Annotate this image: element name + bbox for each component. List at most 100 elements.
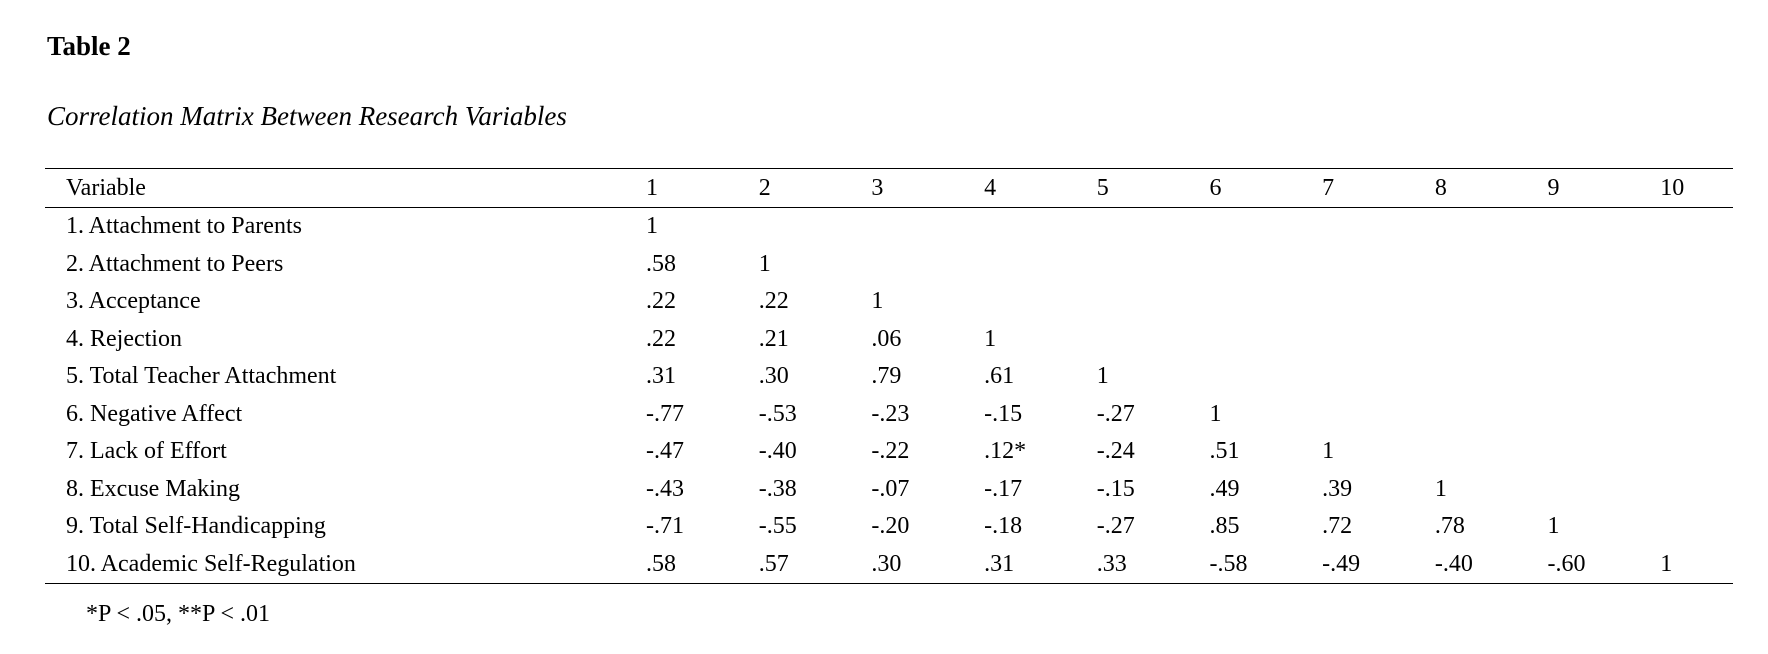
variable-label: 9. Total Self-Handicapping: [66, 513, 326, 540]
correlation-value: [944, 283, 1057, 321]
header-row: Variable 1 2 3 4 5 6 7 8 9 10: [45, 168, 1733, 208]
correlation-value: [1620, 283, 1733, 321]
correlation-value: [1620, 208, 1733, 246]
table-title: Correlation Matrix Between Research Vari…: [47, 101, 567, 131]
correlation-value: [1169, 321, 1282, 359]
correlation-value: [1508, 283, 1621, 321]
correlation-value: [1282, 246, 1395, 284]
correlation-value: [1508, 471, 1621, 509]
correlation-value: 1: [1322, 438, 1335, 465]
correlation-value: .30: [871, 550, 902, 577]
correlation-value: [1282, 283, 1395, 321]
correlation-value: -.15: [984, 400, 1023, 427]
correlation-value: [1395, 246, 1508, 284]
variable-label: 6. Negative Affect: [66, 400, 243, 427]
table-row: 2. Attachment to Peers .58 1: [45, 246, 1733, 284]
column-header-10: 10: [1660, 174, 1685, 201]
correlation-value: .57: [758, 550, 789, 577]
correlation-value: [831, 246, 944, 284]
correlation-value: -.23: [871, 400, 910, 427]
column-header-5: 5: [1096, 174, 1109, 201]
correlation-value: -.15: [1096, 475, 1135, 502]
correlation-value: -.20: [871, 513, 910, 540]
table-row: 1. Attachment to Parents 1: [45, 208, 1733, 246]
correlation-value: [1282, 321, 1395, 359]
table-number: Table 2: [47, 31, 131, 61]
correlation-matrix-table: Variable 1 2 3 4 5 6 7 8 9 10 1. Attachment to Pa…: [45, 168, 1733, 584]
correlation-value: -.17: [984, 475, 1023, 502]
correlation-value: .33: [1096, 550, 1127, 577]
correlation-value: -.18: [984, 513, 1023, 540]
correlation-value: [1620, 433, 1733, 471]
table-row: 3. Acceptance .22 .22 1: [45, 283, 1733, 321]
column-header-6: 6: [1209, 174, 1222, 201]
correlation-value: [1508, 246, 1621, 284]
correlation-value: -.53: [758, 400, 797, 427]
correlation-value: -.07: [871, 475, 910, 502]
column-header-2: 2: [758, 174, 771, 201]
table-row: 7. Lack of Effort -.47 -.40 -.22 .12* -.24 .51…: [45, 433, 1733, 471]
table-row: 9. Total Self-Handicapping -.71 -.55 -.20 -.…: [45, 508, 1733, 546]
correlation-value: 1: [758, 250, 771, 277]
correlation-value: 1: [646, 213, 659, 240]
table-note: *P < .05, **P < .01: [86, 601, 270, 627]
correlation-value: [1395, 358, 1508, 396]
correlation-value: -.49: [1322, 550, 1361, 577]
correlation-value: [1620, 321, 1733, 359]
correlation-value: .30: [758, 363, 789, 390]
correlation-value: 1: [1209, 400, 1222, 427]
correlation-value: -.58: [1209, 550, 1248, 577]
correlation-value: [1508, 321, 1621, 359]
variable-label: 3. Acceptance: [66, 288, 201, 315]
correlation-value: -.40: [758, 438, 797, 465]
correlation-value: [831, 208, 944, 246]
correlation-value: [1508, 208, 1621, 246]
table-row: 4. Rejection .22 .21 .06 1: [45, 321, 1733, 359]
correlation-value: [1395, 396, 1508, 434]
correlation-value: [1395, 433, 1508, 471]
table-header: Variable 1 2 3 4 5 6 7 8 9 10: [45, 168, 1733, 208]
column-header-8: 8: [1434, 174, 1447, 201]
correlation-value: [719, 208, 832, 246]
correlation-value: -.55: [758, 513, 797, 540]
table-row: 10. Academic Self-Regulation .58 .57 .30 .31…: [45, 546, 1733, 584]
correlation-value: [1508, 433, 1621, 471]
variable-label: 4. Rejection: [66, 325, 182, 352]
correlation-value: [1057, 321, 1170, 359]
correlation-value: [1169, 283, 1282, 321]
correlation-value: [1620, 471, 1733, 509]
correlation-value: [1169, 246, 1282, 284]
variable-label: 10. Academic Self-Regulation: [66, 550, 356, 577]
correlation-value: 1: [871, 288, 884, 315]
column-header-3: 3: [871, 174, 884, 201]
correlation-value: -.27: [1096, 513, 1135, 540]
correlation-value: [1395, 283, 1508, 321]
correlation-value: .31: [984, 550, 1015, 577]
correlation-value: [1169, 208, 1282, 246]
correlation-value: [1508, 396, 1621, 434]
correlation-value: .51: [1209, 438, 1240, 465]
correlation-value: .49: [1209, 475, 1240, 502]
correlation-value: [1282, 358, 1395, 396]
variable-label: 1. Attachment to Parents: [66, 213, 302, 240]
correlation-value: -.60: [1547, 550, 1586, 577]
table-row: 5. Total Teacher Attachment .31 .30 .79 .61 1: [45, 358, 1733, 396]
correlation-value: .22: [758, 288, 789, 315]
correlation-value: .22: [646, 325, 677, 352]
correlation-value: -.38: [758, 475, 797, 502]
table-row: 6. Negative Affect -.77 -.53 -.23 -.15 -.27 1: [45, 396, 1733, 434]
correlation-value: 1: [1547, 513, 1560, 540]
correlation-value: [1620, 396, 1733, 434]
correlation-value: [1057, 208, 1170, 246]
column-header-7: 7: [1322, 174, 1335, 201]
correlation-value: -.27: [1096, 400, 1135, 427]
correlation-value: .85: [1209, 513, 1240, 540]
variable-label: 5. Total Teacher Attachment: [66, 363, 337, 390]
correlation-value: -.47: [646, 438, 685, 465]
correlation-value: [1620, 358, 1733, 396]
column-header-9: 9: [1547, 174, 1560, 201]
correlation-value: [944, 208, 1057, 246]
correlation-value: 1: [984, 325, 997, 352]
correlation-value: -.22: [871, 438, 910, 465]
table-row: 8. Excuse Making -.43 -.38 -.07 -.17 -.15 .49.…: [45, 471, 1733, 509]
